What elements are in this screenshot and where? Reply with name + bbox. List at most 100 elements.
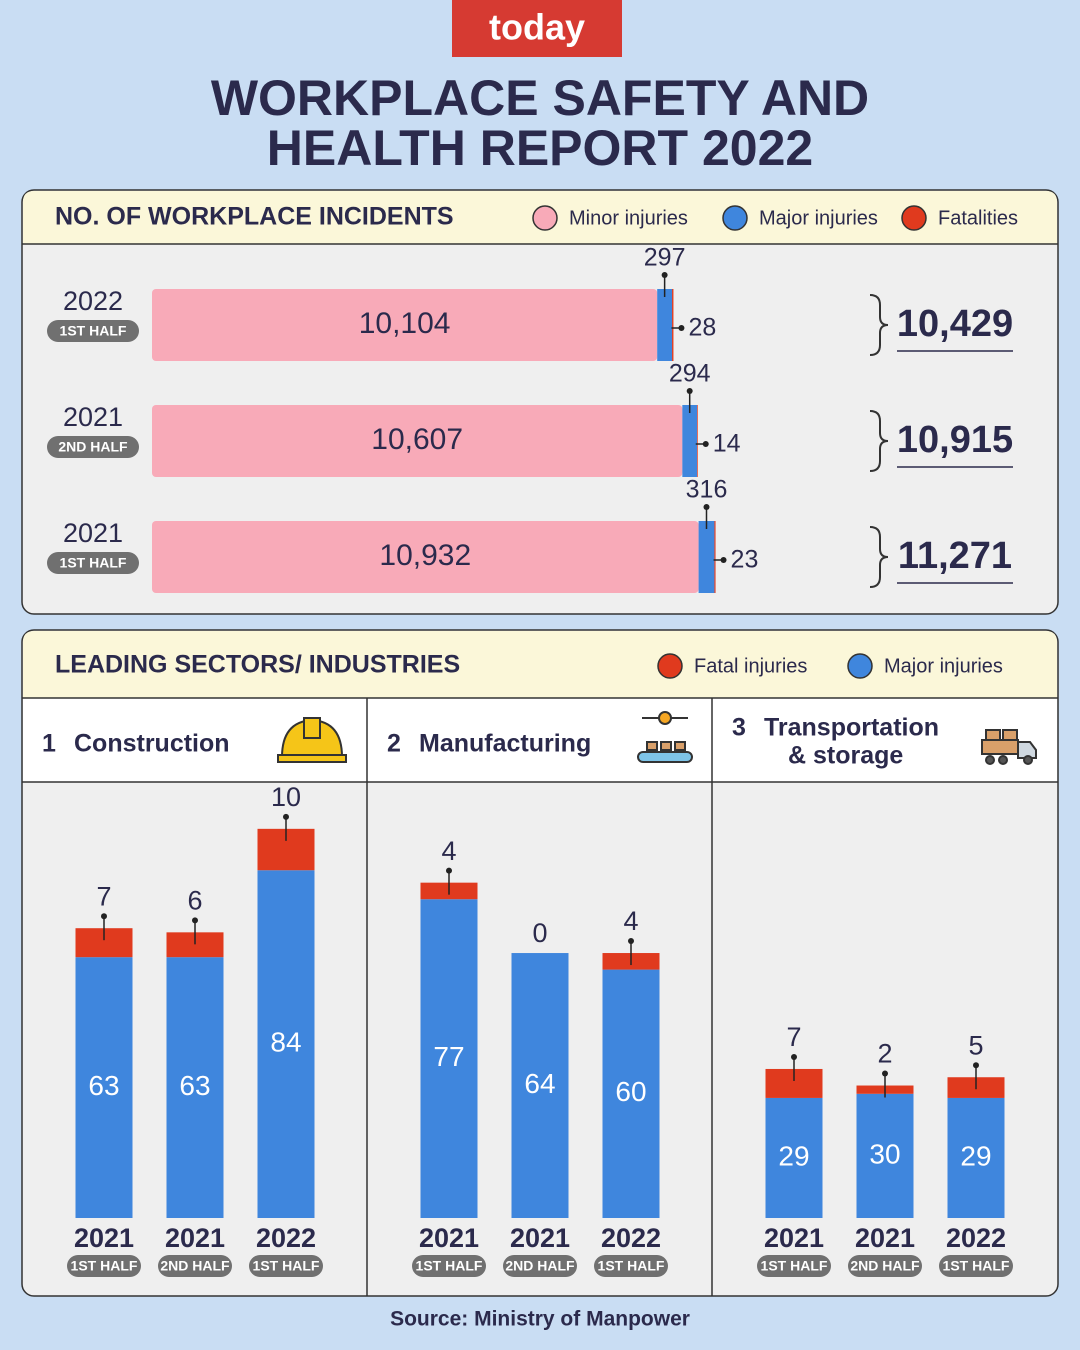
category-label: 2021 — [63, 518, 123, 548]
value-label: 10,932 — [379, 539, 471, 572]
total-label: 10,429 — [897, 303, 1013, 345]
leader-dot — [686, 388, 693, 394]
value-label: 297 — [644, 244, 686, 272]
category-label: 2021 — [855, 1223, 915, 1253]
value-label: 14 — [713, 430, 741, 458]
bar-segment — [257, 870, 315, 1218]
half-pill — [47, 436, 139, 458]
bar-segment — [947, 1097, 1005, 1218]
bar-segment — [765, 1097, 823, 1218]
legend-label: Minor injuries — [569, 207, 688, 229]
value-label: 2 — [877, 1039, 892, 1069]
leader-dot — [192, 917, 198, 924]
leader-dot — [628, 938, 634, 945]
bar-segment — [152, 521, 699, 593]
value-label: 316 — [686, 476, 728, 504]
value-label: 4 — [623, 906, 638, 936]
factory-icon — [637, 711, 693, 763]
bar-segment — [511, 953, 569, 1218]
value-label: 30 — [869, 1138, 900, 1169]
title: WORKPLACE SAFETY AND — [211, 70, 869, 126]
value-label: 5 — [968, 1030, 983, 1060]
half-pill — [47, 552, 139, 574]
bar-segment — [698, 521, 715, 593]
legend-label: Fatal injuries — [694, 655, 807, 677]
leader-dot — [678, 325, 685, 331]
sector-rank: 3 — [732, 714, 746, 742]
value-label: 10,607 — [371, 423, 463, 456]
value-label: 7 — [786, 1022, 801, 1052]
legend-swatch — [657, 653, 683, 679]
sector-title-row — [23, 698, 1057, 782]
bar-segment — [672, 289, 674, 361]
leader-dot — [661, 272, 668, 278]
leader-dot — [446, 867, 452, 874]
value-label: 10 — [271, 782, 301, 812]
value-label: 84 — [270, 1027, 301, 1058]
half-pill — [848, 1255, 922, 1277]
category-sublabel: 1ST HALF — [761, 1258, 828, 1274]
helmet-icon — [277, 717, 347, 763]
value-label: 60 — [615, 1076, 646, 1107]
value-label: 6 — [187, 885, 202, 915]
sector-rank: 2 — [387, 730, 401, 758]
legend-label: Major injuries — [884, 655, 1003, 677]
value-label: 77 — [433, 1041, 464, 1072]
legend-swatch — [847, 653, 873, 679]
value-label: 4 — [441, 836, 456, 866]
bracket — [869, 294, 889, 356]
value-label: 23 — [731, 546, 759, 574]
bar-segment — [657, 289, 673, 361]
category-sublabel: 1ST HALF — [416, 1258, 483, 1274]
legend-swatch — [901, 205, 927, 231]
category-label: 2021 — [764, 1223, 824, 1253]
total-label: 11,271 — [898, 535, 1012, 577]
sector-title: Construction — [74, 730, 230, 758]
bracket — [869, 410, 889, 472]
category-sublabel: 2ND HALF — [505, 1258, 575, 1274]
value-label: 7 — [96, 881, 111, 911]
category-sublabel: 1ST HALF — [71, 1258, 138, 1274]
source: Source: Ministry of Manpower — [390, 1308, 690, 1331]
leader-dot — [703, 504, 710, 510]
bar-segment — [856, 1093, 914, 1218]
bar-segment — [697, 405, 698, 477]
legend-swatch — [532, 205, 558, 231]
category-label: 2022 — [601, 1223, 661, 1253]
legend-label: Fatalities — [938, 207, 1018, 229]
panel-title: LEADING SECTORS/ INDUSTRIES — [55, 651, 460, 679]
category-label: 2022 — [946, 1223, 1006, 1253]
leader-dot — [101, 913, 107, 920]
category-label: 2022 — [256, 1223, 316, 1253]
value-label: 28 — [688, 314, 716, 342]
truck-icon — [981, 729, 1037, 765]
half-pill — [412, 1255, 486, 1277]
leader-dot — [283, 813, 289, 820]
value-label: 10,104 — [359, 307, 451, 340]
sector-title: & storage — [788, 742, 903, 770]
half-pill — [594, 1255, 668, 1277]
leader-dot — [882, 1070, 888, 1077]
category-sublabel: 1ST HALF — [60, 555, 127, 571]
panel-title: NO. OF WORKPLACE INCIDENTS — [55, 203, 454, 231]
value-label: 63 — [88, 1070, 119, 1101]
half-pill — [158, 1255, 232, 1277]
bar-segment — [714, 521, 716, 593]
category-sublabel: 1ST HALF — [253, 1258, 320, 1274]
bar-segment — [682, 405, 698, 477]
value-label: 0 — [532, 918, 547, 948]
half-pill — [503, 1255, 577, 1277]
value-label: 294 — [669, 360, 711, 388]
half-pill — [47, 320, 139, 342]
sector-title: Manufacturing — [419, 730, 591, 758]
legend-swatch — [722, 205, 748, 231]
bar-segment — [75, 957, 133, 1218]
leader-dot — [720, 557, 727, 563]
category-label: 2021 — [63, 402, 123, 432]
bar-segment — [166, 957, 224, 1218]
half-pill — [757, 1255, 831, 1277]
half-pill — [939, 1255, 1013, 1277]
category-sublabel: 2ND HALF — [850, 1258, 920, 1274]
category-label: 2021 — [510, 1223, 570, 1253]
